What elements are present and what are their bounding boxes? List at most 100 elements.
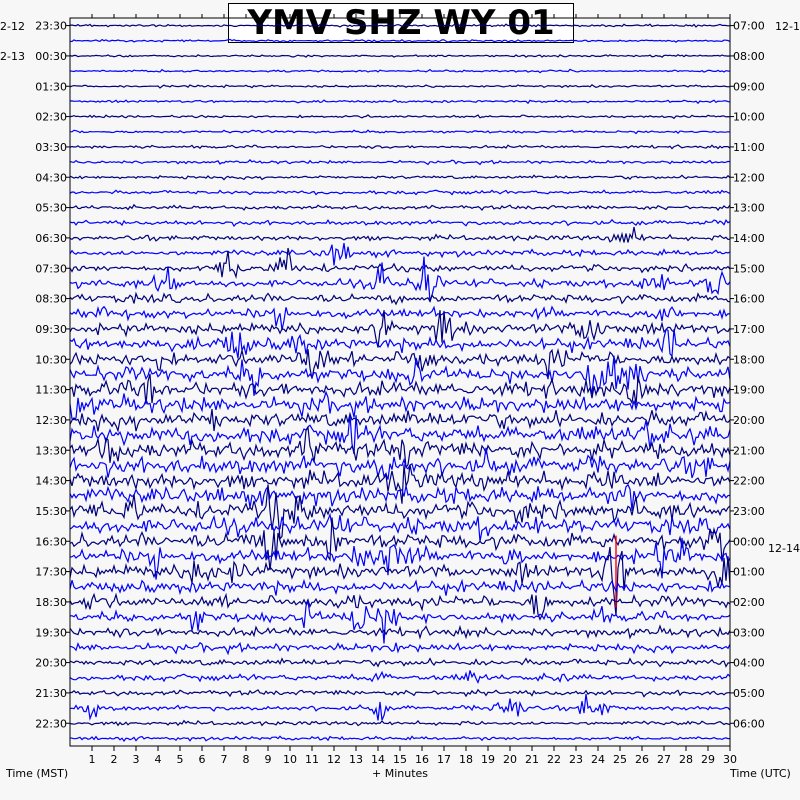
left-time-label: 10:30 — [35, 353, 67, 366]
left-time-label: 23:30 — [35, 20, 67, 33]
trace-path — [69, 483, 731, 511]
trace-line-21 — [69, 310, 731, 348]
x-tick-label: 21 — [525, 753, 539, 766]
trace-path — [69, 218, 731, 228]
x-tick-label: 13 — [349, 753, 363, 766]
trace-line-6 — [69, 99, 731, 105]
right-time-label: 15:00 — [733, 262, 765, 275]
x-tick-label: 1 — [89, 753, 96, 766]
trace-path — [69, 256, 731, 302]
chart-title: YMV SHZ WY 01 — [228, 3, 574, 43]
trace-path — [69, 305, 731, 331]
left-time-label: 06:30 — [35, 232, 67, 245]
trace-line-35 — [69, 517, 731, 571]
trace-path — [69, 38, 731, 43]
left-time-label: 14:30 — [35, 475, 67, 488]
x-tick-label: 2 — [111, 753, 118, 766]
trace-path — [69, 144, 731, 150]
x-tick-label: 7 — [221, 753, 228, 766]
trace-path — [69, 68, 731, 74]
trace-line-33 — [69, 484, 731, 541]
right-time-label: 22:00 — [733, 475, 765, 488]
trace-path — [69, 159, 731, 166]
x-tick-label: 28 — [679, 753, 693, 766]
trace-line-32 — [69, 483, 731, 511]
trace-path — [69, 657, 730, 668]
x-tick-label: 24 — [591, 753, 605, 766]
trace-path — [69, 291, 731, 306]
trace-line-4 — [69, 68, 731, 74]
trace-line-27 — [69, 409, 731, 433]
trace-line-41 — [69, 624, 731, 640]
trace-line-11 — [69, 174, 731, 181]
right-time-label: 10:00 — [733, 111, 765, 124]
left-time-label: 17:30 — [35, 566, 67, 579]
x-tick-label: 26 — [635, 753, 649, 766]
left-time-label: 18:30 — [35, 596, 67, 609]
right-time-label: 06:00 — [733, 717, 765, 730]
right-time-label: 04:00 — [733, 657, 765, 670]
trace-line-16 — [69, 243, 731, 266]
trace-path — [69, 226, 731, 243]
trace-path — [69, 84, 731, 89]
trace-path — [69, 203, 731, 211]
left-time-label: 03:30 — [35, 141, 67, 154]
trace-line-28 — [69, 414, 731, 455]
x-tick-label: 14 — [371, 753, 385, 766]
trace-line-7 — [69, 114, 731, 120]
trace-line-38 — [69, 578, 731, 596]
trace-line-26 — [69, 390, 731, 421]
right-time-axis: 07:00 08:00 09:00 10:00 11:00 12:00 13:00 14:00… — [730, 20, 765, 730]
x-tick-label: 22 — [547, 753, 561, 766]
x-tick-label: 23 — [569, 753, 583, 766]
trace-path — [69, 174, 731, 181]
trace-path — [69, 512, 731, 542]
left-time-label: 15:30 — [35, 505, 67, 518]
trace-path — [69, 546, 731, 616]
trace-line-34 — [69, 512, 731, 542]
trace-path — [69, 693, 731, 721]
trace-path — [69, 624, 731, 640]
trace-path — [69, 99, 731, 105]
x-axis-ticks: 1 2 3 4 5 6 7 8 9 10 11 12 13 14 15 16 17 18 19 20 21 22 23 24 2… — [89, 14, 737, 766]
left-time-label: 01:30 — [35, 80, 67, 93]
right-time-label: 16:00 — [733, 293, 765, 306]
right-axis-title: Time (UTC) — [729, 767, 791, 780]
trace-line-29 — [69, 425, 731, 470]
left-time-label: 19:30 — [35, 626, 67, 639]
right-time-label: 01:00 — [733, 566, 765, 579]
x-tick-label: 30 — [723, 753, 737, 766]
right-time-label: 18:00 — [733, 353, 765, 366]
x-tick-label: 18 — [459, 753, 473, 766]
x-tick-label: 4 — [155, 753, 162, 766]
left-time-label: 11:30 — [35, 384, 67, 397]
trace-line-46 — [69, 693, 731, 721]
left-time-label: 08:30 — [35, 293, 67, 306]
trace-path — [69, 114, 731, 120]
right-time-label: 13:00 — [733, 202, 765, 215]
trace-path — [69, 53, 731, 58]
seismic-traces — [69, 23, 731, 743]
trace-line-12 — [69, 189, 731, 196]
trace-line-17 — [69, 247, 731, 279]
trace-path — [69, 592, 731, 621]
x-tick-label: 11 — [305, 753, 319, 766]
x-axis-label: + Minutes — [372, 767, 428, 780]
trace-path — [69, 243, 731, 266]
x-tick-label: 25 — [613, 753, 627, 766]
trace-line-25 — [69, 373, 731, 406]
left-time-label: 22:30 — [35, 717, 67, 730]
left-time-label: 13:30 — [35, 444, 67, 457]
trace-line-9 — [69, 144, 731, 150]
trace-path — [69, 599, 731, 644]
left-axis-title: Time (MST) — [5, 767, 68, 780]
trace-path — [69, 390, 731, 421]
left-time-axis: 23:30 00:30 01:30 02:30 03:30 04:30 05:30 06:30… — [35, 20, 70, 730]
left-time-label: 05:30 — [35, 202, 67, 215]
trace-path — [69, 310, 731, 348]
right-time-label: 09:00 — [733, 80, 765, 93]
right-time-label: 05:00 — [733, 687, 765, 700]
trace-line-15 — [69, 226, 731, 243]
trace-line-39 — [69, 592, 731, 621]
trace-path — [69, 484, 731, 541]
